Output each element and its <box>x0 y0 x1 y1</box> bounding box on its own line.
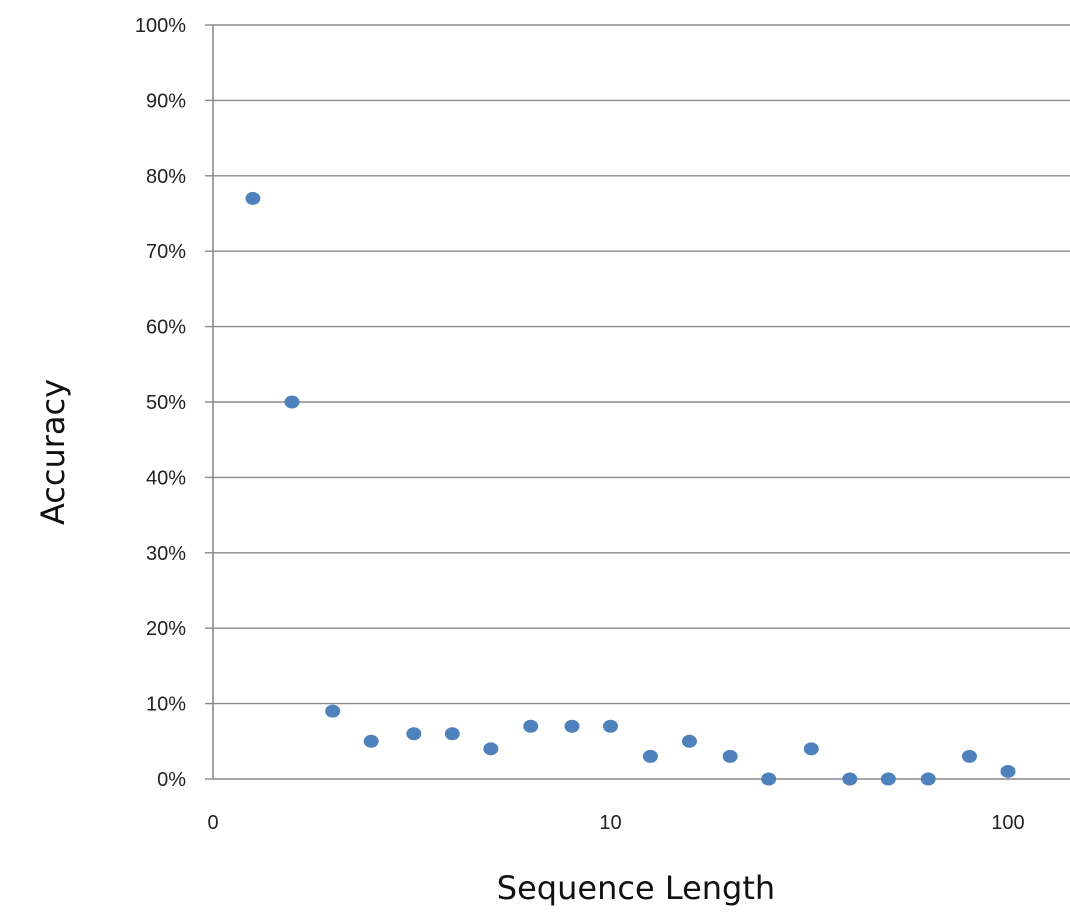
y-tick-label: 80% <box>146 166 186 188</box>
x-tick-label: 100 <box>991 812 1024 834</box>
data-point <box>483 742 499 756</box>
data-point <box>363 734 379 748</box>
y-tick-label: 10% <box>146 694 186 716</box>
data-point <box>642 749 658 763</box>
data-point <box>681 734 697 748</box>
data-point <box>880 772 896 786</box>
data-points <box>245 191 1016 786</box>
data-point <box>523 719 539 733</box>
y-tick-label: 30% <box>146 543 186 565</box>
data-point <box>564 719 580 733</box>
data-point <box>603 719 618 733</box>
y-axis-title: Accuracy <box>34 379 72 525</box>
x-tick-label: 0 <box>207 812 218 834</box>
data-point <box>1000 764 1016 778</box>
y-tick-label: 100% <box>135 15 186 37</box>
data-point <box>761 772 777 786</box>
y-tick-label: 0% <box>157 769 186 791</box>
data-point <box>406 727 422 741</box>
y-tick-labels: 0% 10% 20% 30% 40% 50% 60% 70% 80% 90% 100% <box>135 15 186 791</box>
y-tick-label: 50% <box>146 392 186 414</box>
data-point <box>722 749 738 763</box>
y-tick-label: 40% <box>146 467 186 489</box>
data-point <box>842 772 858 786</box>
gridlines <box>213 24 1070 705</box>
x-tick-labels: 0 10 100 <box>207 812 1024 834</box>
y-tick-label: 90% <box>146 90 186 112</box>
y-tick-label: 60% <box>146 317 186 339</box>
data-point <box>444 727 460 741</box>
data-point <box>961 749 977 763</box>
y-tick-label: 70% <box>146 241 186 263</box>
data-point <box>245 191 261 205</box>
x-tick-label: 10 <box>599 812 621 834</box>
data-point <box>803 742 819 756</box>
x-axis-title: Sequence Length <box>497 869 775 907</box>
data-point <box>284 395 300 409</box>
data-point <box>920 772 936 786</box>
y-tick-label: 20% <box>146 618 186 640</box>
data-point <box>325 704 341 718</box>
